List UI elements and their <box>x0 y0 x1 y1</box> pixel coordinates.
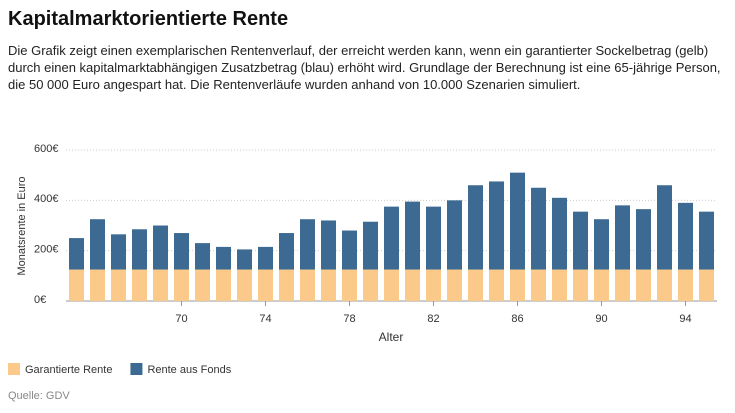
bar-segment <box>657 269 672 301</box>
bar-segment <box>237 269 252 301</box>
legend-swatch <box>8 363 20 375</box>
bar-segment <box>636 209 651 270</box>
bar-segment <box>174 233 189 270</box>
legend-swatch <box>130 363 143 375</box>
bar-segment <box>489 181 504 270</box>
x-tick-label: 86 <box>511 313 523 325</box>
bar-segment <box>447 200 462 270</box>
bar-segment <box>363 221 378 270</box>
bar-segment <box>699 269 714 301</box>
bar-segment <box>300 269 315 301</box>
x-tick-label: 74 <box>259 313 271 325</box>
bar-segment <box>447 269 462 301</box>
bar-segment <box>153 269 168 301</box>
bar-segment <box>153 225 168 270</box>
bar-segment <box>321 269 336 301</box>
bar-segment <box>657 185 672 270</box>
bar-segment <box>69 269 84 301</box>
x-tick-label: 78 <box>343 313 355 325</box>
bar-segment <box>321 220 336 270</box>
bar-segment <box>699 211 714 270</box>
chart-subtitle: Die Grafik zeigt einen exemplarischen Re… <box>8 43 721 92</box>
bar-segment <box>111 269 126 301</box>
bar-segment <box>678 269 693 301</box>
bar-segment <box>342 230 357 270</box>
bar-segment <box>384 269 399 301</box>
bar-segment <box>636 269 651 301</box>
bar-segment <box>90 269 105 301</box>
bar-segment <box>594 219 609 270</box>
bar-segment <box>342 269 357 301</box>
bar-segment <box>552 197 567 270</box>
legend-label: Rente aus Fonds <box>147 364 231 376</box>
source: Quelle: GDV <box>8 390 70 402</box>
bar-segment <box>531 269 546 301</box>
bar-segment <box>237 249 252 270</box>
bar-segment <box>489 269 504 301</box>
x-tick-label: 70 <box>175 313 187 325</box>
bar-segment <box>678 202 693 270</box>
x-axis-label: Alter <box>379 330 404 344</box>
bar-segment <box>132 229 147 270</box>
bar-segment <box>300 219 315 270</box>
bar-segment <box>531 187 546 270</box>
bar-segment <box>615 269 630 301</box>
bar-segment <box>468 185 483 270</box>
bar-segment <box>384 206 399 270</box>
bar-segment <box>174 269 189 301</box>
y-tick-label: 0€ <box>34 294 46 306</box>
bar-segment <box>615 205 630 270</box>
bar-segment <box>216 246 231 270</box>
bar-segment <box>279 269 294 301</box>
chart-title: Kapitalmarktorientierte Rente <box>8 8 289 30</box>
bar-segment <box>258 269 273 301</box>
bar-segment <box>426 206 441 270</box>
x-tick-label: 82 <box>427 313 439 325</box>
bar-segment <box>573 269 588 301</box>
y-tick-label: 400€ <box>34 193 58 205</box>
y-tick-label: 200€ <box>34 244 58 256</box>
bar-segment <box>405 269 420 301</box>
bar-segment <box>279 233 294 270</box>
bar-segment <box>510 172 525 270</box>
bar-segment <box>216 269 231 301</box>
bar-segment <box>510 269 525 301</box>
bar-segment <box>258 246 273 270</box>
bar-segment <box>594 269 609 301</box>
bar-segment <box>573 211 588 270</box>
bar-segment <box>426 269 441 301</box>
bar-segment <box>468 269 483 301</box>
bar-segment <box>363 269 378 301</box>
y-tick-label: 600€ <box>34 143 58 155</box>
bar-segment <box>405 201 420 270</box>
bar-segment <box>69 238 84 270</box>
bar-segment <box>132 269 147 301</box>
bar-segment <box>111 234 126 270</box>
x-tick-label: 90 <box>595 313 607 325</box>
y-axis-label: Monatsrente in Euro <box>16 176 28 275</box>
bar-segment <box>195 243 210 270</box>
bar-segment <box>195 269 210 301</box>
bar-segment <box>552 269 567 301</box>
x-tick-label: 94 <box>679 313 691 325</box>
legend-label: Garantierte Rente <box>25 364 112 376</box>
bar-segment <box>90 219 105 270</box>
